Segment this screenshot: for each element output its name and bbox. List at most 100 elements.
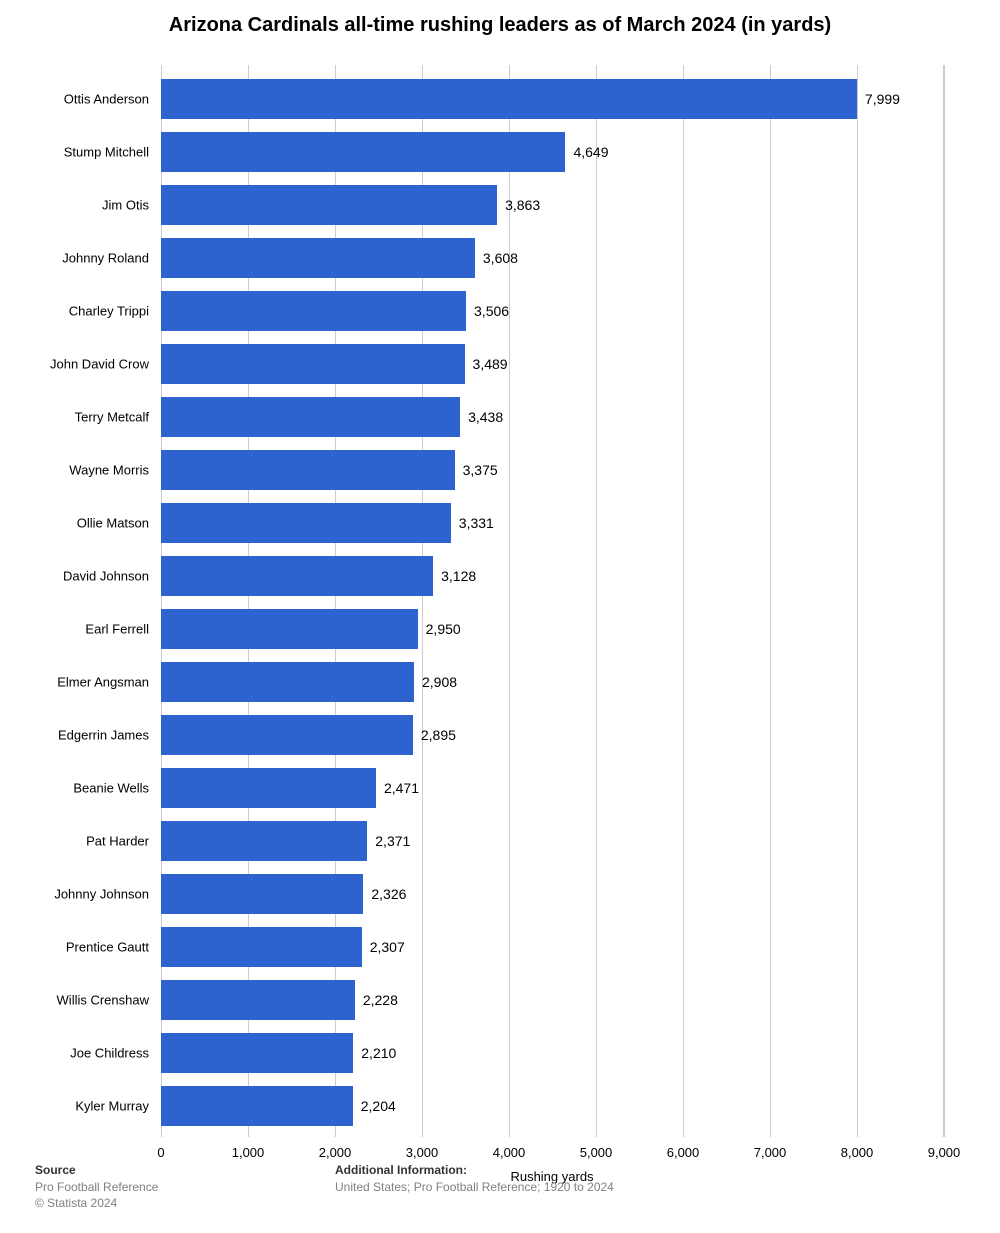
copyright-text: © Statista 2024 <box>35 1195 335 1211</box>
gridline <box>683 65 684 1137</box>
bar-value-label: 2,950 <box>426 621 461 637</box>
category-label: John David Crow <box>50 357 149 372</box>
bar <box>161 291 466 331</box>
y-axis-line <box>161 65 162 1137</box>
bar-row: 3,489 <box>161 344 465 384</box>
bar-value-label: 2,228 <box>363 992 398 1008</box>
bar-row: 2,326 <box>161 874 363 914</box>
bar-row: 7,999 <box>161 79 857 119</box>
bar-row: 2,950 <box>161 609 418 649</box>
chart-footer: Source Pro Football Reference © Statista… <box>35 1163 965 1211</box>
bar <box>161 715 413 755</box>
bar <box>161 397 460 437</box>
bar <box>161 238 475 278</box>
gridline <box>596 65 597 1137</box>
bar-row: 4,649 <box>161 132 565 172</box>
bar <box>161 874 363 914</box>
bar <box>161 768 376 808</box>
category-label: Ollie Matson <box>77 516 149 531</box>
bar-row: 2,895 <box>161 715 413 755</box>
x-tick-label: 2,000 <box>319 1145 352 1160</box>
x-tick-label: 3,000 <box>406 1145 439 1160</box>
category-label: Terry Metcalf <box>75 410 149 425</box>
bar-value-label: 7,999 <box>865 91 900 107</box>
additional-info-heading: Additional Information: <box>335 1163 965 1177</box>
gridline <box>248 65 249 1137</box>
source-text: Pro Football Reference <box>35 1179 335 1195</box>
category-label: Johnny Johnson <box>54 887 149 902</box>
chart-title: Arizona Cardinals all-time rushing leade… <box>0 0 1000 47</box>
additional-info-text: United States; Pro Football Reference; 1… <box>335 1179 965 1195</box>
bar-row: 2,371 <box>161 821 367 861</box>
bar <box>161 1086 353 1126</box>
bar-row: 2,210 <box>161 1033 353 1073</box>
category-label: Edgerrin James <box>58 728 149 743</box>
x-tick-label: 5,000 <box>580 1145 613 1160</box>
x-tick-label: 9,000 <box>928 1145 961 1160</box>
bar-value-label: 3,375 <box>463 462 498 478</box>
category-label: Beanie Wells <box>73 781 149 796</box>
x-tick-label: 6,000 <box>667 1145 700 1160</box>
bar-value-label: 3,438 <box>468 409 503 425</box>
category-label: Willis Crenshaw <box>57 993 149 1008</box>
bar <box>161 1033 353 1073</box>
category-label: Prentice Gautt <box>66 940 149 955</box>
bar-row: 2,228 <box>161 980 355 1020</box>
bar <box>161 450 455 490</box>
bar-value-label: 2,895 <box>421 727 456 743</box>
gridline <box>857 65 858 1137</box>
category-label: Wayne Morris <box>69 463 149 478</box>
category-label: David Johnson <box>63 569 149 584</box>
bar-value-label: 3,608 <box>483 250 518 266</box>
gridline <box>770 65 771 1137</box>
category-label: Earl Ferrell <box>85 622 149 637</box>
bar-value-label: 3,506 <box>474 303 509 319</box>
gridline <box>509 65 510 1137</box>
gridline <box>335 65 336 1137</box>
source-heading: Source <box>35 1163 335 1177</box>
bar <box>161 556 433 596</box>
bar-row: 3,863 <box>161 185 497 225</box>
x-tick-label: 4,000 <box>493 1145 526 1160</box>
category-label: Pat Harder <box>86 834 149 849</box>
bar-value-label: 2,371 <box>375 833 410 849</box>
category-label: Jim Otis <box>102 198 149 213</box>
bar-value-label: 2,307 <box>370 939 405 955</box>
category-label: Elmer Angsman <box>57 675 149 690</box>
category-label: Ottis Anderson <box>64 92 149 107</box>
bar-value-label: 2,210 <box>361 1045 396 1061</box>
bar <box>161 662 414 702</box>
bar <box>161 927 362 967</box>
bar <box>161 821 367 861</box>
bar-row: 3,375 <box>161 450 455 490</box>
bar-value-label: 3,489 <box>473 356 508 372</box>
category-label: Johnny Roland <box>62 251 149 266</box>
bar-value-label: 3,863 <box>505 197 540 213</box>
bar-value-label: 2,326 <box>371 886 406 902</box>
bar-row: 3,331 <box>161 503 451 543</box>
bar-row: 3,608 <box>161 238 475 278</box>
bar-value-label: 3,128 <box>441 568 476 584</box>
bar-value-label: 2,908 <box>422 674 457 690</box>
bar-value-label: 2,471 <box>384 780 419 796</box>
category-label: Joe Childress <box>70 1046 149 1061</box>
bar-value-label: 2,204 <box>361 1098 396 1114</box>
gridline <box>422 65 423 1137</box>
category-label: Charley Trippi <box>69 304 149 319</box>
bar-row: 2,908 <box>161 662 414 702</box>
bar-row: 3,438 <box>161 397 460 437</box>
bar <box>161 503 451 543</box>
bar-row: 2,204 <box>161 1086 353 1126</box>
x-tick-label: 8,000 <box>841 1145 874 1160</box>
bar <box>161 980 355 1020</box>
bar-value-label: 4,649 <box>573 144 608 160</box>
x-tick-label: 0 <box>157 1145 164 1160</box>
bar <box>161 79 857 119</box>
category-label: Kyler Murray <box>75 1099 149 1114</box>
x-tick-label: 1,000 <box>232 1145 265 1160</box>
x-tick-label: 7,000 <box>754 1145 787 1160</box>
bar <box>161 132 565 172</box>
bar-row: 2,307 <box>161 927 362 967</box>
bar-row: 2,471 <box>161 768 376 808</box>
bar <box>161 344 465 384</box>
